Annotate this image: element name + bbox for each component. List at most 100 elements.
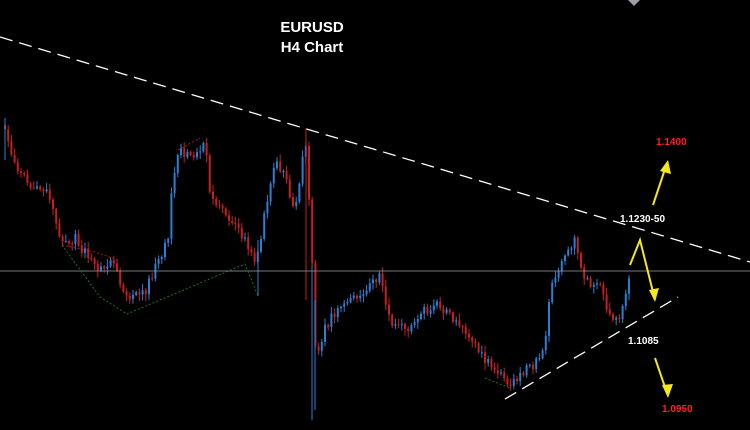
candle-body xyxy=(292,197,294,207)
candle-body xyxy=(484,352,486,363)
candle-body xyxy=(528,364,531,366)
candle-body xyxy=(506,378,509,385)
candle-body xyxy=(448,309,451,313)
level-label: 1.1400 xyxy=(656,137,687,148)
candle-body xyxy=(221,205,224,209)
candle-body xyxy=(624,293,627,306)
candle-body xyxy=(45,189,48,192)
candle-body xyxy=(160,256,163,260)
descending-trendline xyxy=(0,36,750,263)
projection-arrows xyxy=(629,160,673,398)
candle-body xyxy=(176,155,179,173)
candle-body xyxy=(135,292,138,295)
candle-body xyxy=(317,346,320,351)
candle-body xyxy=(320,341,323,351)
chart-subtitle: H4 Chart xyxy=(281,39,344,56)
candle-body xyxy=(413,322,416,326)
candles-layer xyxy=(4,118,630,420)
candle-body xyxy=(468,333,470,338)
candle-body xyxy=(311,199,314,264)
swing-line xyxy=(484,377,511,389)
candle-body xyxy=(84,248,86,253)
level-label: 1.1085 xyxy=(628,336,659,347)
candle-body xyxy=(365,290,368,295)
candle-body xyxy=(564,255,566,261)
candle-body xyxy=(125,291,128,296)
candle-body xyxy=(375,279,378,283)
candle-body xyxy=(298,183,301,202)
candle-body xyxy=(333,313,336,318)
candle-body xyxy=(410,325,413,332)
candle-body xyxy=(263,213,266,239)
candle-body xyxy=(407,328,410,332)
candle-body xyxy=(612,314,614,320)
candle-body xyxy=(26,174,29,184)
arrowhead-up xyxy=(660,160,671,174)
candle-body xyxy=(266,201,269,214)
candle-body xyxy=(544,335,547,351)
candle-body xyxy=(36,186,38,189)
candle-body xyxy=(356,295,358,299)
candle-body xyxy=(381,273,384,287)
candle-body xyxy=(445,309,448,313)
candle-body xyxy=(522,372,525,376)
candle-body xyxy=(170,193,173,239)
candle-body xyxy=(192,155,195,158)
candle-body xyxy=(87,248,90,258)
candle-body xyxy=(324,324,326,342)
candle-body xyxy=(330,313,333,328)
candle-body xyxy=(244,237,246,239)
candle-body xyxy=(279,161,282,172)
candle-body xyxy=(442,308,445,313)
chart-title: EURUSD xyxy=(280,19,344,36)
candle-body xyxy=(269,183,272,202)
candle-body xyxy=(151,278,154,280)
candle-body xyxy=(218,205,221,207)
candle-body xyxy=(452,312,454,322)
candle-body xyxy=(496,370,499,374)
candle-body xyxy=(260,238,262,252)
candle-body xyxy=(397,324,400,326)
candle-body xyxy=(349,297,352,303)
candle-body xyxy=(212,191,214,199)
candle-body xyxy=(141,290,144,295)
candle-body xyxy=(336,308,339,318)
candle-body xyxy=(512,378,515,386)
candle-body xyxy=(455,320,458,322)
candle-body xyxy=(516,378,518,382)
candle-body xyxy=(400,323,403,325)
candle-body xyxy=(362,294,365,296)
candle-body xyxy=(359,295,362,299)
candle-body xyxy=(301,156,304,184)
candle-body xyxy=(231,220,234,223)
candle-body xyxy=(487,359,490,363)
candle-body xyxy=(519,372,522,382)
candle-body xyxy=(186,151,189,158)
candle-body xyxy=(39,186,42,190)
candle-body xyxy=(308,145,310,200)
candle-body xyxy=(148,278,150,295)
candle-body xyxy=(285,170,288,180)
candle-body xyxy=(93,258,96,264)
candle-body xyxy=(500,372,502,374)
candle-body xyxy=(404,323,406,329)
candle-body xyxy=(77,233,80,246)
candle-body xyxy=(68,241,70,244)
arrowhead-down xyxy=(649,288,659,302)
candle-body xyxy=(48,189,51,200)
candle-body xyxy=(599,283,602,285)
candle-body xyxy=(250,249,253,253)
candle-body xyxy=(295,201,298,207)
candle-body xyxy=(208,155,211,192)
candle-body xyxy=(132,294,134,299)
candle-body xyxy=(439,301,442,309)
candle-body xyxy=(157,259,160,264)
candle-body xyxy=(196,152,198,158)
candle-body xyxy=(509,384,512,386)
scroll-marker-icon xyxy=(628,0,640,6)
candle-body xyxy=(461,326,464,328)
candle-body xyxy=(583,267,586,279)
candle-body xyxy=(464,327,467,334)
candle-body xyxy=(532,364,534,370)
candle-body xyxy=(608,309,611,315)
